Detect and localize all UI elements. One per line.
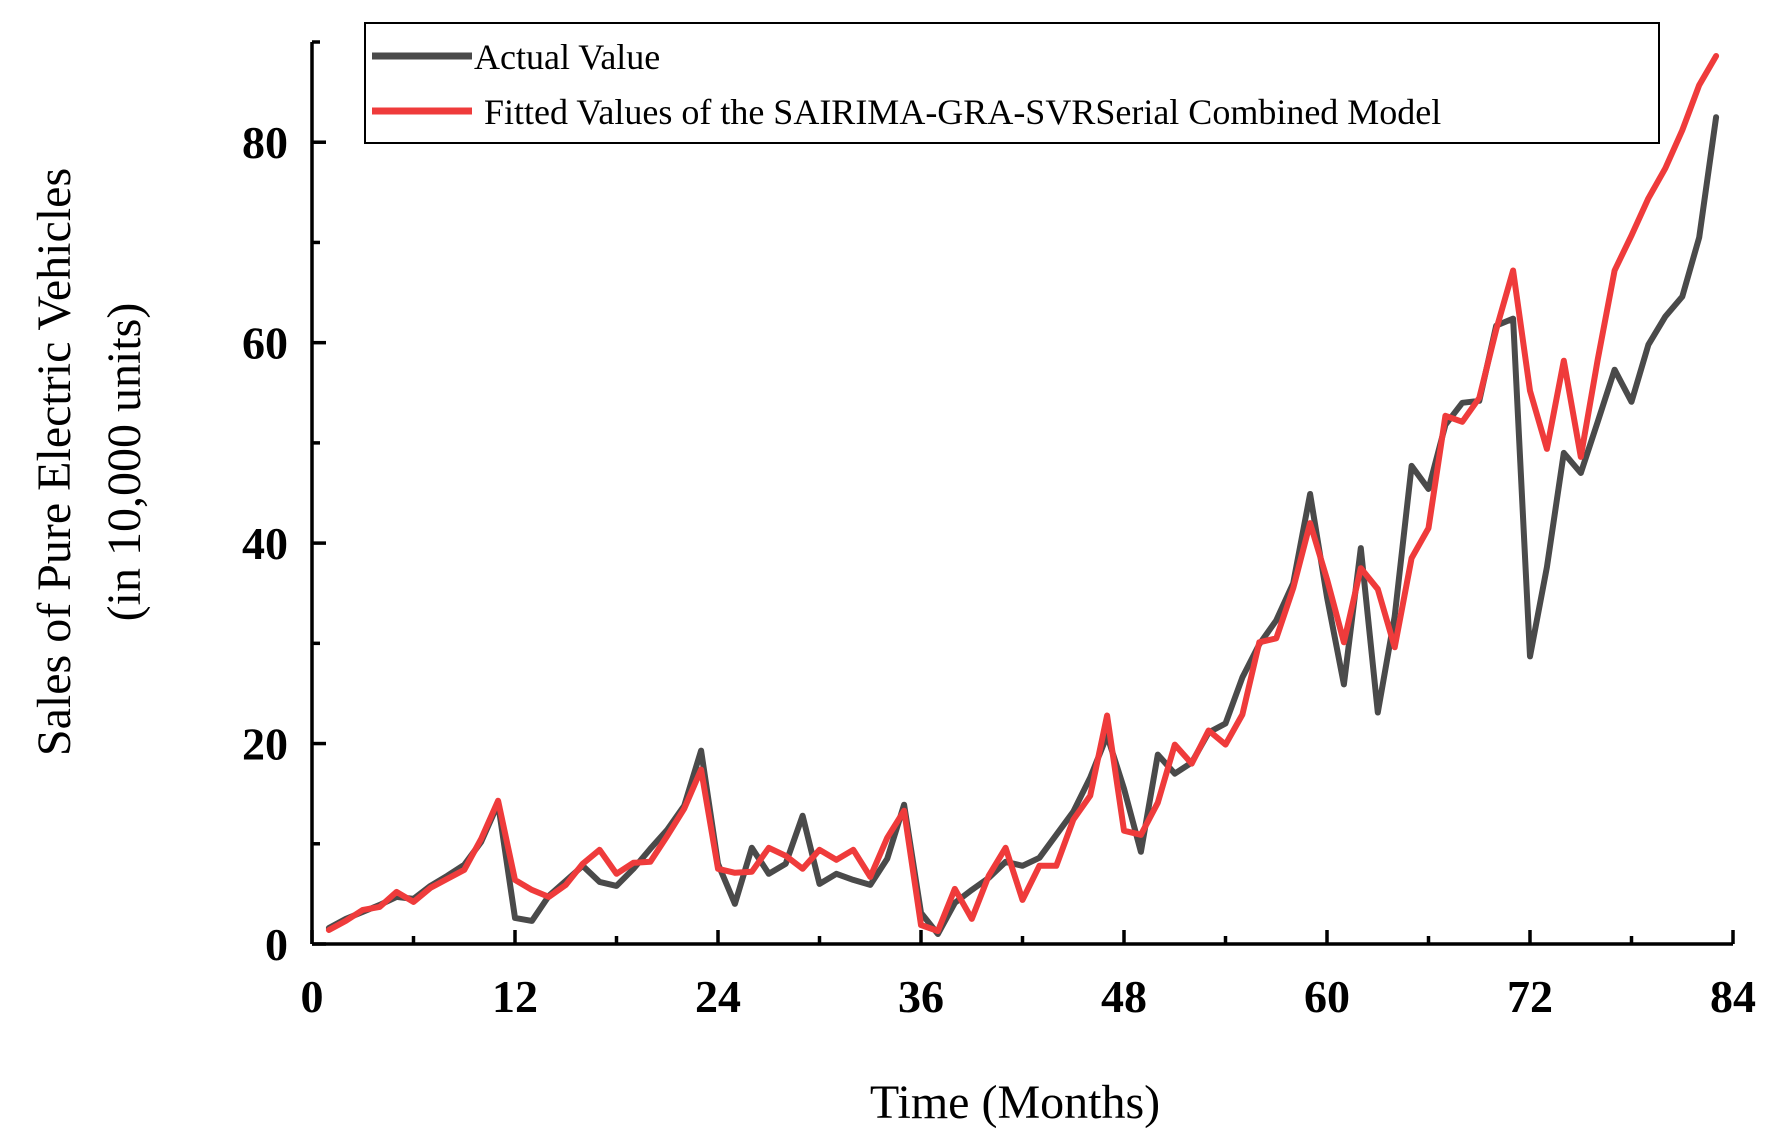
series-line-fitted xyxy=(325,53,1720,934)
x-tick-label: 24 xyxy=(695,971,741,1022)
y-tick-label: 60 xyxy=(242,318,288,369)
legend-label-fitted: Fitted Values of the SAIRIMA-GRA-SVRSeri… xyxy=(484,92,1441,132)
y-tick-label: 0 xyxy=(265,919,288,970)
series-line-actual xyxy=(325,114,1720,937)
y-axis-title-line2: (in 10,000 units) xyxy=(98,303,151,622)
x-tick-label: 12 xyxy=(492,971,538,1022)
ticks: 0 12 24 36 48 60 72 84 0 20 40 60 80 xyxy=(242,40,1756,1022)
y-tick-label: 40 xyxy=(242,518,288,569)
x-tick-label: 48 xyxy=(1101,971,1147,1022)
x-tick-label: 36 xyxy=(898,971,944,1022)
x-tick-label: 0 xyxy=(301,971,324,1022)
series-layer xyxy=(325,53,1720,937)
y-tick-label: 80 xyxy=(242,117,288,168)
legend: Actual Value Fitted Values of the SAIRIM… xyxy=(364,22,1660,144)
legend-label-actual: Actual Value xyxy=(474,37,660,77)
y-axis-title-line1: Sales of Pure Electric Vehicles xyxy=(28,168,81,756)
x-tick-label: 60 xyxy=(1304,971,1350,1022)
legend-box xyxy=(364,22,1660,144)
y-tick-label: 20 xyxy=(242,719,288,770)
x-tick-label: 72 xyxy=(1507,971,1553,1022)
x-axis-title: Time (Months) xyxy=(870,1076,1160,1129)
x-tick-label: 84 xyxy=(1710,971,1756,1022)
